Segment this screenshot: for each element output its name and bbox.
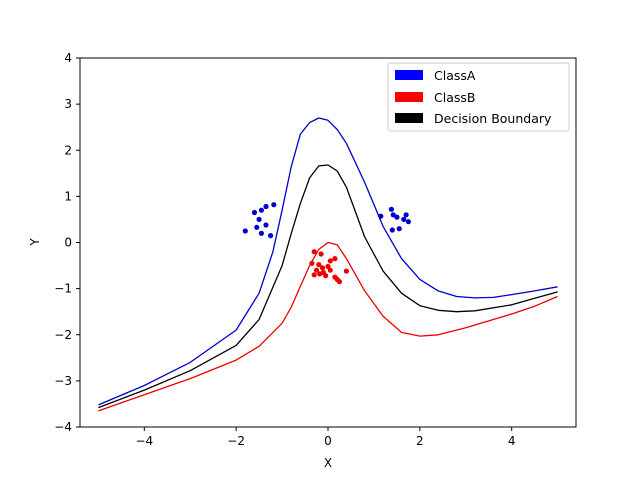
y-tick-label: 0 [64,236,72,250]
y-tick-label: −3 [54,374,72,388]
point-classa-4 [256,216,262,222]
point-classa-5 [263,222,269,228]
point-classb-16 [343,268,349,274]
point-classb-2 [309,260,315,266]
point-classa-8 [258,230,264,236]
legend-swatch-classb [395,92,423,102]
point-classb-17 [319,265,326,271]
point-classb-6 [325,263,331,270]
y-tick-label: 3 [64,97,72,111]
x-tick-label: −2 [227,434,245,448]
point-classa-15 [401,216,407,222]
point-classb-7 [313,267,320,273]
plot-layer [98,117,558,412]
x-tick-label: 2 [416,434,424,448]
point-classb-1 [318,251,324,257]
point-classa-17 [389,227,395,233]
point-classa-14 [403,212,409,218]
legend-label-classb: ClassB [434,90,475,105]
point-classa-6 [254,224,260,230]
point-classb-12 [317,271,323,277]
line-classb [98,241,558,412]
point-classb-0 [311,249,317,255]
point-classa-18 [396,226,402,232]
point-classa-1 [258,207,264,213]
legend-label-classa: ClassA [434,68,476,83]
y-tick-label: −1 [54,282,72,296]
point-classa-9 [268,233,274,239]
point-classa-2 [263,203,269,210]
y-tick-label: 1 [64,189,72,203]
point-classa-0 [251,209,258,216]
legend-label-decision-boundary: Decision Boundary [434,111,552,126]
point-classa-10 [378,213,384,219]
point-classa-13 [394,214,400,220]
point-classb-10 [323,273,329,279]
point-classa-11 [388,206,394,212]
legend-frame [387,62,570,132]
point-classb-5 [332,256,338,262]
x-tick-label: −4 [135,434,153,448]
line-decision-boundary [98,164,558,409]
point-classa-3 [271,202,277,208]
point-classb-3 [316,262,322,268]
point-classa-12 [390,212,396,218]
line-classa [98,117,558,406]
x-tick-label: 4 [508,434,516,448]
point-classb-11 [311,272,317,278]
point-classb-15 [336,279,343,285]
legend-swatch-decision-boundary [395,113,423,123]
point-classb-9 [327,267,333,273]
y-tick-label: −4 [54,420,72,434]
legend: ClassA ClassB Decision Boundary [387,62,570,132]
y-tick-label: 4 [64,51,72,65]
x-tick-label: 0 [324,434,332,448]
axes-layer: −4 −2 0 2 4 −4 −3 −2 −1 0 1 2 3 4 [54,51,577,448]
point-classa-7 [242,228,248,234]
y-tick-label: 2 [64,143,72,157]
x-axis-label: X [324,456,332,470]
point-classb-4 [327,258,333,264]
y-axis-label: Y [28,238,42,247]
y-tick-label: −2 [54,328,72,342]
point-classa-16 [405,219,411,225]
legend-swatch-classa [395,70,423,80]
